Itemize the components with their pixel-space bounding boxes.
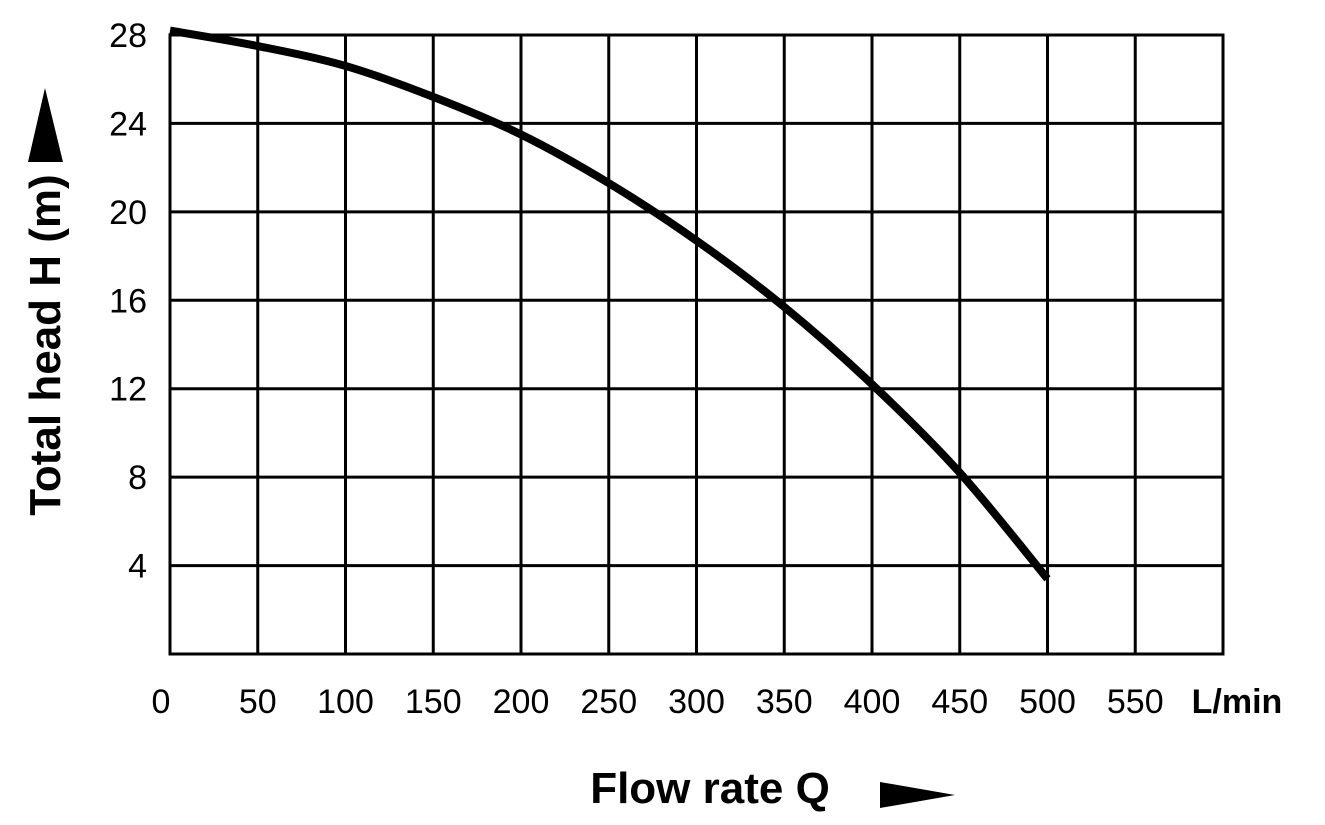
- y-tick-label: 4: [128, 548, 147, 586]
- x-tick-label: 150: [405, 683, 462, 721]
- x-tick-label: 250: [580, 683, 637, 721]
- y-tick-label: 28: [109, 17, 147, 55]
- y-tick-labels: 4 8 12 16 20 24 28: [109, 17, 147, 586]
- x-tick-label: 0: [152, 683, 171, 721]
- x-tick-labels: 0 50 100 150 200 250 300 350 400 450 500 550: [152, 683, 1164, 721]
- x-tick-label: 500: [1019, 683, 1076, 721]
- head-curve-line: [169, 26, 1051, 582]
- y-tick-label: 8: [128, 459, 147, 497]
- x-axis-arrow-icon: [880, 782, 955, 808]
- y-axis-title: Total head H (m): [21, 174, 70, 515]
- x-tick-label: 200: [493, 683, 550, 721]
- y-axis-arrow-icon: [28, 88, 63, 162]
- plot-frame: [168, 33, 1225, 656]
- x-tick-label: 550: [1107, 683, 1164, 721]
- x-tick-label: 350: [756, 683, 813, 721]
- x-axis-title: Flow rate Q: [590, 764, 830, 813]
- x-tick-label: 300: [668, 683, 725, 721]
- x-tick-label: 100: [317, 683, 374, 721]
- series-layer: [169, 26, 1051, 582]
- y-tick-label: 24: [109, 105, 147, 143]
- y-tick-label: 16: [109, 282, 147, 320]
- y-tick-label: 12: [109, 371, 147, 409]
- grid: [170, 35, 1223, 654]
- x-tick-label: 450: [931, 683, 988, 721]
- plot-border: [168, 33, 1225, 656]
- y-tick-label: 20: [109, 194, 147, 232]
- x-unit-label: L/min: [1192, 683, 1283, 721]
- x-tick-label: 50: [239, 683, 277, 721]
- x-tick-label: 400: [844, 683, 901, 721]
